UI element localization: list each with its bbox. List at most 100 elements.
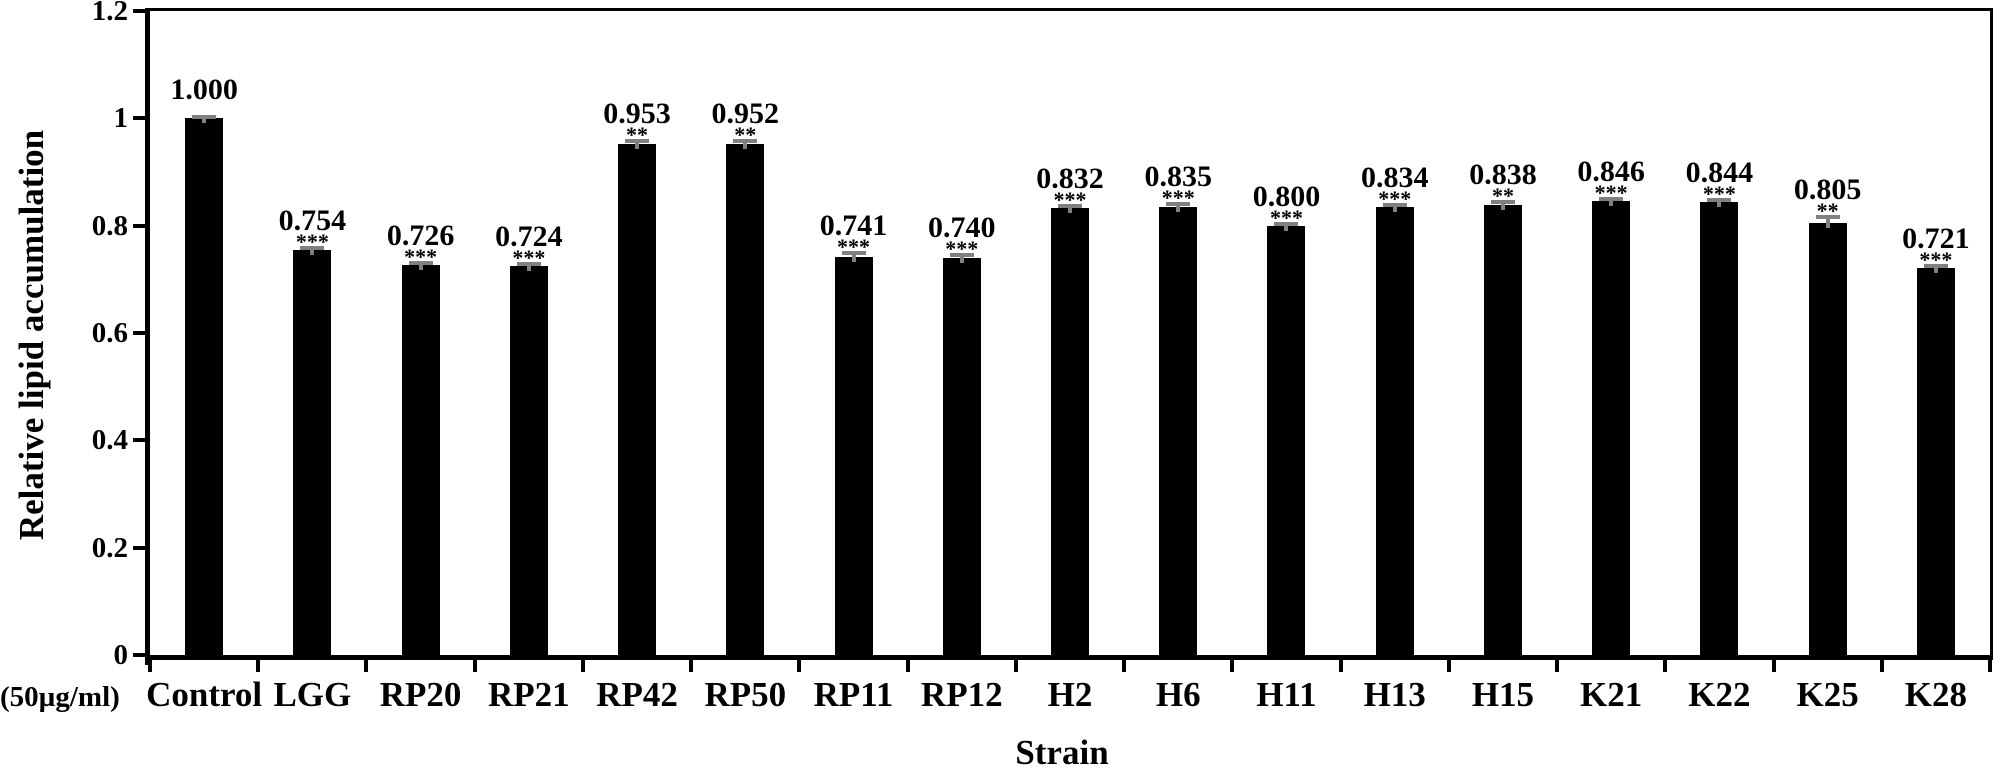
x-tick-label: H13 [1363, 675, 1426, 714]
bar [834, 257, 873, 655]
error-bar-stem [635, 140, 640, 149]
error-bar-stem [1284, 223, 1289, 231]
significance-stars: *** [295, 229, 329, 255]
error-bar-stem [310, 248, 315, 256]
bar-value-label: 0.754 [278, 204, 347, 238]
x-tick-label: K22 [1688, 675, 1751, 714]
error-bar-cap [1058, 204, 1082, 209]
x-axis-tick [472, 660, 477, 672]
error-bar-cap [1707, 198, 1732, 203]
error-bar-stem [202, 117, 207, 124]
x-axis-title: Strain [1015, 733, 1109, 767]
bar [293, 250, 332, 655]
x-tick-label: RP12 [920, 675, 1003, 714]
bar [1808, 222, 1847, 655]
bar [1483, 205, 1522, 655]
error-bar-stem [1068, 206, 1072, 214]
error-bar-cap [1599, 197, 1624, 202]
bar [726, 144, 765, 655]
significance-stars: *** [1378, 185, 1412, 211]
error-bar-cap [516, 262, 541, 267]
plot-right-border [1990, 8, 1993, 660]
x-axis-tick [797, 660, 802, 672]
bar [1700, 202, 1739, 655]
significance-stars: *** [1919, 246, 1953, 272]
bar-value-label: 0.953 [603, 96, 671, 130]
significance-stars: *** [837, 234, 871, 260]
x-tick-label: K21 [1580, 675, 1643, 714]
significance-stars: ** [626, 121, 649, 147]
x-tick-label: RP42 [596, 675, 678, 714]
x-axis-tick [256, 660, 261, 672]
bar-value-label: 0.724 [495, 220, 563, 254]
x-tick-label: RP11 [813, 675, 894, 714]
bar [509, 266, 548, 655]
y-axis-tick [133, 545, 145, 550]
x-tick-label: Control [146, 675, 263, 714]
error-bar-cap [1923, 263, 1948, 268]
bar-value-label: 0.721 [1902, 221, 1970, 255]
x-axis-tick [1879, 660, 1884, 672]
bar-value-label: 0.740 [928, 211, 996, 245]
bar [618, 143, 657, 655]
error-bar-stem [851, 253, 856, 263]
error-bar-cap [625, 138, 650, 143]
y-axis-tick [133, 653, 145, 657]
error-bar-stem [418, 262, 423, 271]
y-axis-tick [133, 9, 145, 13]
error-bar-cap [1274, 221, 1299, 226]
bar-value-label: 0.846 [1577, 155, 1645, 189]
significance-stars: *** [512, 245, 546, 271]
y-tick-label: 1 [113, 102, 129, 135]
error-bar-cap [1815, 215, 1840, 220]
x-tick-label: LGG [273, 675, 352, 714]
plot-top-border [145, 8, 1993, 11]
error-bar-cap [841, 251, 866, 256]
significance-stars: *** [1702, 181, 1736, 207]
x-axis-tick [1771, 660, 1776, 672]
bar-value-label: 0.741 [819, 209, 888, 243]
bar [1267, 225, 1306, 655]
x-axis-tick [1446, 660, 1451, 672]
x-axis-unit-label: (50µg/ml) [0, 681, 120, 713]
error-bar-stem [526, 264, 531, 272]
error-bar-cap [1166, 201, 1191, 206]
error-bar-stem [1176, 203, 1181, 212]
significance-stars: *** [1161, 184, 1195, 210]
bar-value-label: 1.000 [170, 73, 238, 107]
y-axis-tick [133, 331, 145, 335]
x-axis-tick [689, 660, 694, 672]
error-bar-stem [743, 141, 748, 150]
x-axis-tick [364, 660, 369, 672]
significance-stars: *** [1594, 180, 1628, 206]
bar-value-label: 0.844 [1685, 156, 1754, 190]
error-bar-cap [949, 253, 974, 258]
bar-value-label: 0.835 [1144, 159, 1212, 193]
bar-value-label: 0.805 [1793, 173, 1862, 207]
bar [185, 118, 224, 655]
significance-stars: ** [1491, 183, 1514, 209]
bar-value-label: 0.726 [386, 218, 455, 252]
bar [1159, 206, 1198, 655]
x-tick-label: RP50 [704, 675, 787, 714]
x-axis-tick [1230, 660, 1235, 672]
x-axis-tick [905, 660, 910, 672]
y-tick-label: 1.2 [91, 0, 128, 27]
error-bar-stem [1609, 199, 1614, 206]
significance-stars: *** [945, 236, 979, 262]
x-axis-tick [1338, 660, 1343, 672]
error-bar-stem [959, 255, 964, 263]
x-tick-label: K28 [1904, 675, 1967, 714]
error-bar-cap [192, 115, 217, 120]
significance-stars: *** [1269, 204, 1303, 230]
bar [1051, 208, 1089, 655]
error-bar-cap [1490, 200, 1515, 205]
x-axis-tick [1122, 660, 1127, 672]
x-tick-label: H15 [1471, 675, 1535, 714]
bar [1592, 200, 1631, 655]
significance-stars: *** [404, 243, 438, 269]
y-axis-tick [133, 223, 145, 228]
significance-stars: *** [1053, 187, 1087, 213]
